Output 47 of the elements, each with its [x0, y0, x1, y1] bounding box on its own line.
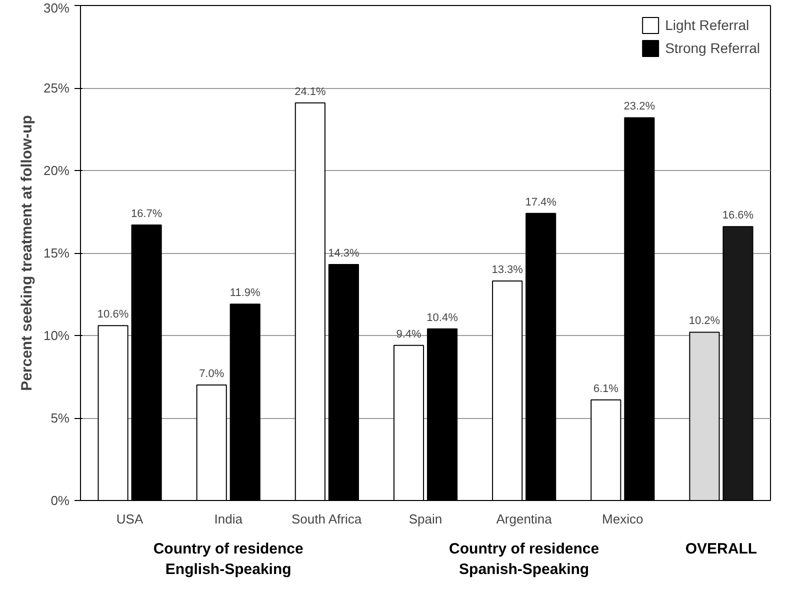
y-tick-label: 20%	[43, 163, 70, 178]
bar	[98, 325, 128, 500]
data-label: 13.3%	[492, 264, 524, 276]
data-label: 7.0%	[199, 368, 224, 380]
bar	[722, 226, 754, 500]
bar	[131, 224, 162, 500]
text: Country of residence Spanish-Speaking	[449, 540, 600, 578]
data-label: 16.7%	[130, 208, 162, 220]
y-tick-label: 0%	[50, 493, 70, 508]
y-tick-label: 5%	[50, 410, 70, 426]
bar	[624, 117, 655, 500]
data-label: 10.4%	[426, 312, 458, 324]
bar	[526, 212, 556, 500]
data-label: 11.9%	[230, 287, 261, 300]
x-tick-label: South Africa	[292, 512, 362, 526]
bar	[294, 102, 326, 500]
legend-label: Light Referral	[665, 17, 750, 33]
y-tick-label: 10%	[43, 328, 70, 343]
legend-label: Strong Referral	[665, 40, 760, 56]
data-label: 10.2%	[688, 315, 720, 328]
text: OVERALL	[685, 540, 758, 558]
bar	[196, 384, 227, 500]
bar	[492, 280, 523, 500]
data-label: 9.4%	[396, 328, 422, 340]
bar	[590, 399, 622, 500]
bar	[328, 264, 359, 500]
x-tick-label: India	[214, 512, 244, 526]
y-tick-label: 30%	[43, 0, 70, 16]
x-tick-label: USA	[116, 512, 144, 526]
y-tick-label: 15%	[43, 246, 70, 260]
text: Country of residence English-Speaking	[153, 540, 304, 578]
data-label: 10.6%	[97, 308, 129, 321]
bar	[393, 344, 424, 500]
x-tick-label: Spain	[408, 512, 442, 526]
data-label: 14.3%	[328, 248, 360, 260]
x-tick-label: Mexico	[602, 512, 644, 526]
data-label: 6.1%	[593, 382, 619, 395]
bar	[689, 332, 720, 500]
bar	[230, 304, 260, 500]
y-tick-label: 25%	[43, 80, 70, 96]
data-label: 23.2%	[624, 100, 656, 113]
data-label: 17.4%	[525, 196, 557, 208]
y-axis-title: Percent seeking treatment at follow-up	[18, 115, 36, 391]
x-tick-label: Argentina	[496, 512, 553, 526]
bar	[426, 328, 458, 500]
data-label: 24.1%	[294, 86, 326, 98]
data-label: 16.6%	[722, 210, 754, 222]
